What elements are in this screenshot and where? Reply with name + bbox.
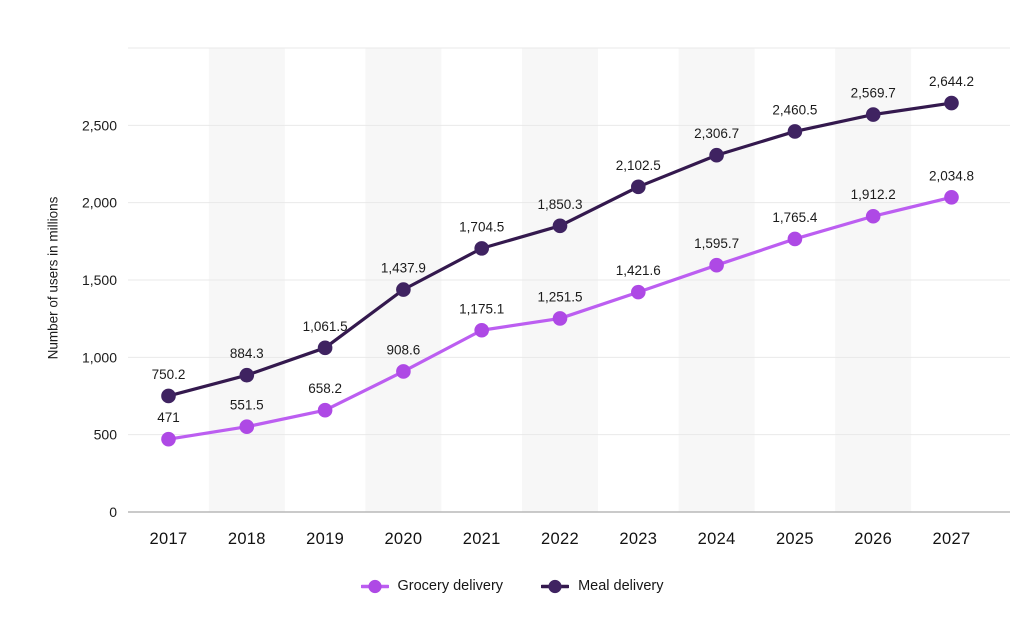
- grocery-delivery-value-label: 2,034.8: [929, 168, 974, 183]
- meal-delivery-value-label: 2,644.2: [929, 74, 974, 89]
- grocery-delivery-point[interactable]: [239, 419, 255, 435]
- meal-delivery-point[interactable]: [865, 107, 881, 122]
- meal-delivery-value-label: 884.3: [230, 346, 264, 361]
- meal-delivery-value-label: 1,850.3: [537, 197, 582, 212]
- x-axis-tick-label: 2022: [541, 530, 579, 548]
- grocery-delivery-value-label: 1,175.1: [459, 301, 504, 316]
- grocery-delivery-point[interactable]: [552, 311, 568, 326]
- grocery-delivery-point[interactable]: [396, 364, 411, 379]
- grocery-delivery-point[interactable]: [317, 402, 333, 418]
- meal-delivery-point[interactable]: [944, 95, 959, 111]
- meal-delivery-value-label: 2,460.5: [772, 102, 817, 117]
- meal-delivery-value-label: 1,437.9: [381, 261, 426, 276]
- x-axis-tick-label: 2018: [228, 530, 266, 548]
- meal-delivery-value-label: 750.2: [152, 367, 186, 382]
- grocery-delivery-value-label: 1,421.6: [616, 263, 661, 278]
- legend-item-label: Grocery delivery: [397, 578, 504, 594]
- legend-item-label: Meal delivery: [578, 578, 664, 594]
- y-axis-tick-label: 0: [109, 504, 117, 520]
- x-axis-tick-label: 2026: [854, 530, 892, 548]
- y-axis-tick-label: 1,000: [82, 349, 117, 365]
- meal-delivery-legend-marker-icon: [541, 579, 570, 593]
- x-axis-tick-label: 2025: [776, 530, 814, 548]
- legend-item-meal-delivery[interactable]: Meal delivery: [541, 578, 663, 594]
- grocery-delivery-point[interactable]: [474, 322, 490, 338]
- grocery-delivery-point[interactable]: [865, 208, 881, 224]
- meal-delivery-value-label: 2,569.7: [851, 86, 896, 101]
- meal-delivery-value-label: 2,306.7: [694, 126, 739, 141]
- meal-delivery-point[interactable]: [474, 241, 490, 256]
- grocery-delivery-point[interactable]: [709, 257, 724, 273]
- x-axis-tick-label: 2019: [306, 530, 344, 548]
- grocery-delivery-point[interactable]: [631, 284, 646, 300]
- grocery-delivery-value-label: 1,595.7: [694, 236, 739, 251]
- y-axis-tick-label: 1,500: [82, 272, 117, 288]
- x-axis-tick-label: 2023: [619, 530, 657, 548]
- grocery-delivery-point[interactable]: [787, 231, 803, 247]
- grocery-delivery-value-label: 471: [157, 410, 180, 425]
- grocery-delivery-value-label: 1,765.4: [772, 210, 818, 225]
- grocery-delivery-value-label: 1,912.2: [851, 187, 896, 202]
- grocery-delivery-point[interactable]: [161, 431, 176, 447]
- x-axis-tick-label: 2024: [698, 530, 736, 548]
- line-chart: 0 500 1,000 1,500 2,000 2,500 2017 2018 2019 2020…: [82, 47, 1010, 548]
- y-axis-tick-label: 2,500: [82, 117, 117, 133]
- meal-delivery-value-label: 2,102.5: [616, 158, 661, 173]
- grocery-delivery-value-label: 1,251.5: [537, 289, 582, 304]
- y-axis-tick-label: 500: [94, 427, 118, 443]
- meal-delivery-point[interactable]: [239, 367, 255, 383]
- meal-delivery-point[interactable]: [631, 179, 646, 195]
- meal-delivery-value-label: 1,704.5: [459, 219, 504, 234]
- grocery-delivery-legend-marker-icon: [360, 579, 389, 593]
- meal-delivery-point[interactable]: [552, 218, 568, 234]
- meal-delivery-point[interactable]: [161, 388, 176, 404]
- legend: Grocery delivery Meal delivery: [0, 578, 1024, 594]
- x-axis-tick-label: 2020: [384, 530, 422, 548]
- grocery-delivery-point[interactable]: [944, 189, 959, 205]
- y-axis-tick-label: 2,000: [82, 195, 117, 211]
- grocery-delivery-value-label: 658.2: [308, 381, 342, 396]
- meal-delivery-point[interactable]: [396, 282, 411, 297]
- grocery-delivery-value-label: 551.5: [230, 398, 264, 413]
- x-axis-tick-label: 2021: [463, 530, 501, 548]
- x-axis-tick-label: 2017: [150, 530, 188, 548]
- x-axis-tick-label: 2027: [933, 530, 971, 548]
- meal-delivery-point[interactable]: [317, 340, 333, 356]
- meal-delivery-point[interactable]: [787, 124, 803, 139]
- meal-delivery-point[interactable]: [709, 147, 724, 163]
- grocery-delivery-value-label: 908.6: [387, 342, 421, 357]
- meal-delivery-value-label: 1,061.5: [303, 319, 348, 334]
- legend-item-grocery-delivery[interactable]: Grocery delivery: [360, 578, 504, 594]
- y-axis-title: Number of users in millions: [45, 196, 61, 360]
